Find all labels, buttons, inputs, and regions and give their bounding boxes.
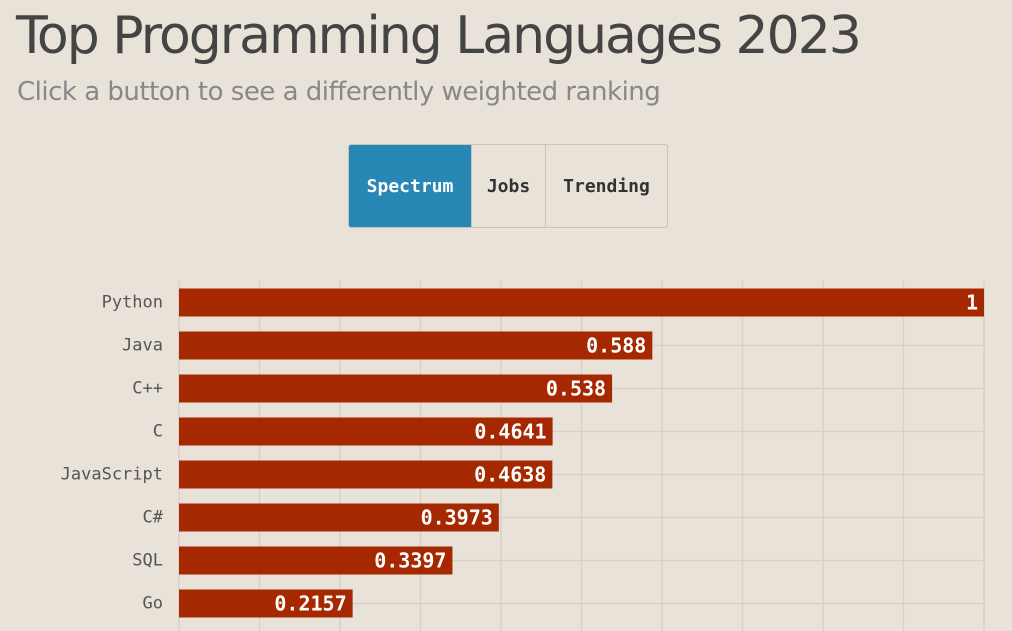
category-label: Go — [143, 594, 163, 614]
value-label: 0.2157 — [274, 592, 346, 616]
category-label: C# — [143, 508, 164, 528]
category-label: JavaScript — [61, 465, 163, 485]
value-label: 0.588 — [586, 334, 646, 358]
value-label: 0.4641 — [474, 420, 546, 444]
bar — [179, 374, 613, 403]
bar — [179, 503, 499, 532]
page-title: Top Programming Languages 2023 — [16, 6, 862, 66]
bar — [179, 589, 353, 618]
category-label: C — [153, 422, 163, 442]
value-label: 0.3397 — [374, 549, 446, 573]
bar — [179, 331, 653, 360]
value-label: 0.3973 — [421, 506, 493, 530]
bar — [179, 546, 453, 575]
spectrum-button[interactable]: Spectrum — [349, 145, 471, 227]
bar — [179, 460, 553, 489]
ranking-button-group: Spectrum Jobs Trending — [348, 144, 668, 228]
page-subtitle: Click a button to see a differently weig… — [17, 77, 661, 107]
bar — [179, 288, 984, 317]
bar — [179, 417, 553, 446]
category-label: C++ — [132, 379, 163, 399]
value-label: 1 — [966, 291, 978, 315]
chart-bars: Python 1 Java 0.588 C++ 0.538 C 0.4641 JavaScrip… — [61, 288, 984, 618]
category-label: SQL — [132, 551, 163, 571]
category-label: Python — [102, 293, 163, 313]
value-label: 0.4638 — [474, 463, 546, 487]
value-label: 0.538 — [546, 377, 606, 401]
jobs-button[interactable]: Jobs — [471, 145, 545, 227]
category-label: Java — [122, 336, 163, 356]
trending-button[interactable]: Trending — [545, 145, 667, 227]
